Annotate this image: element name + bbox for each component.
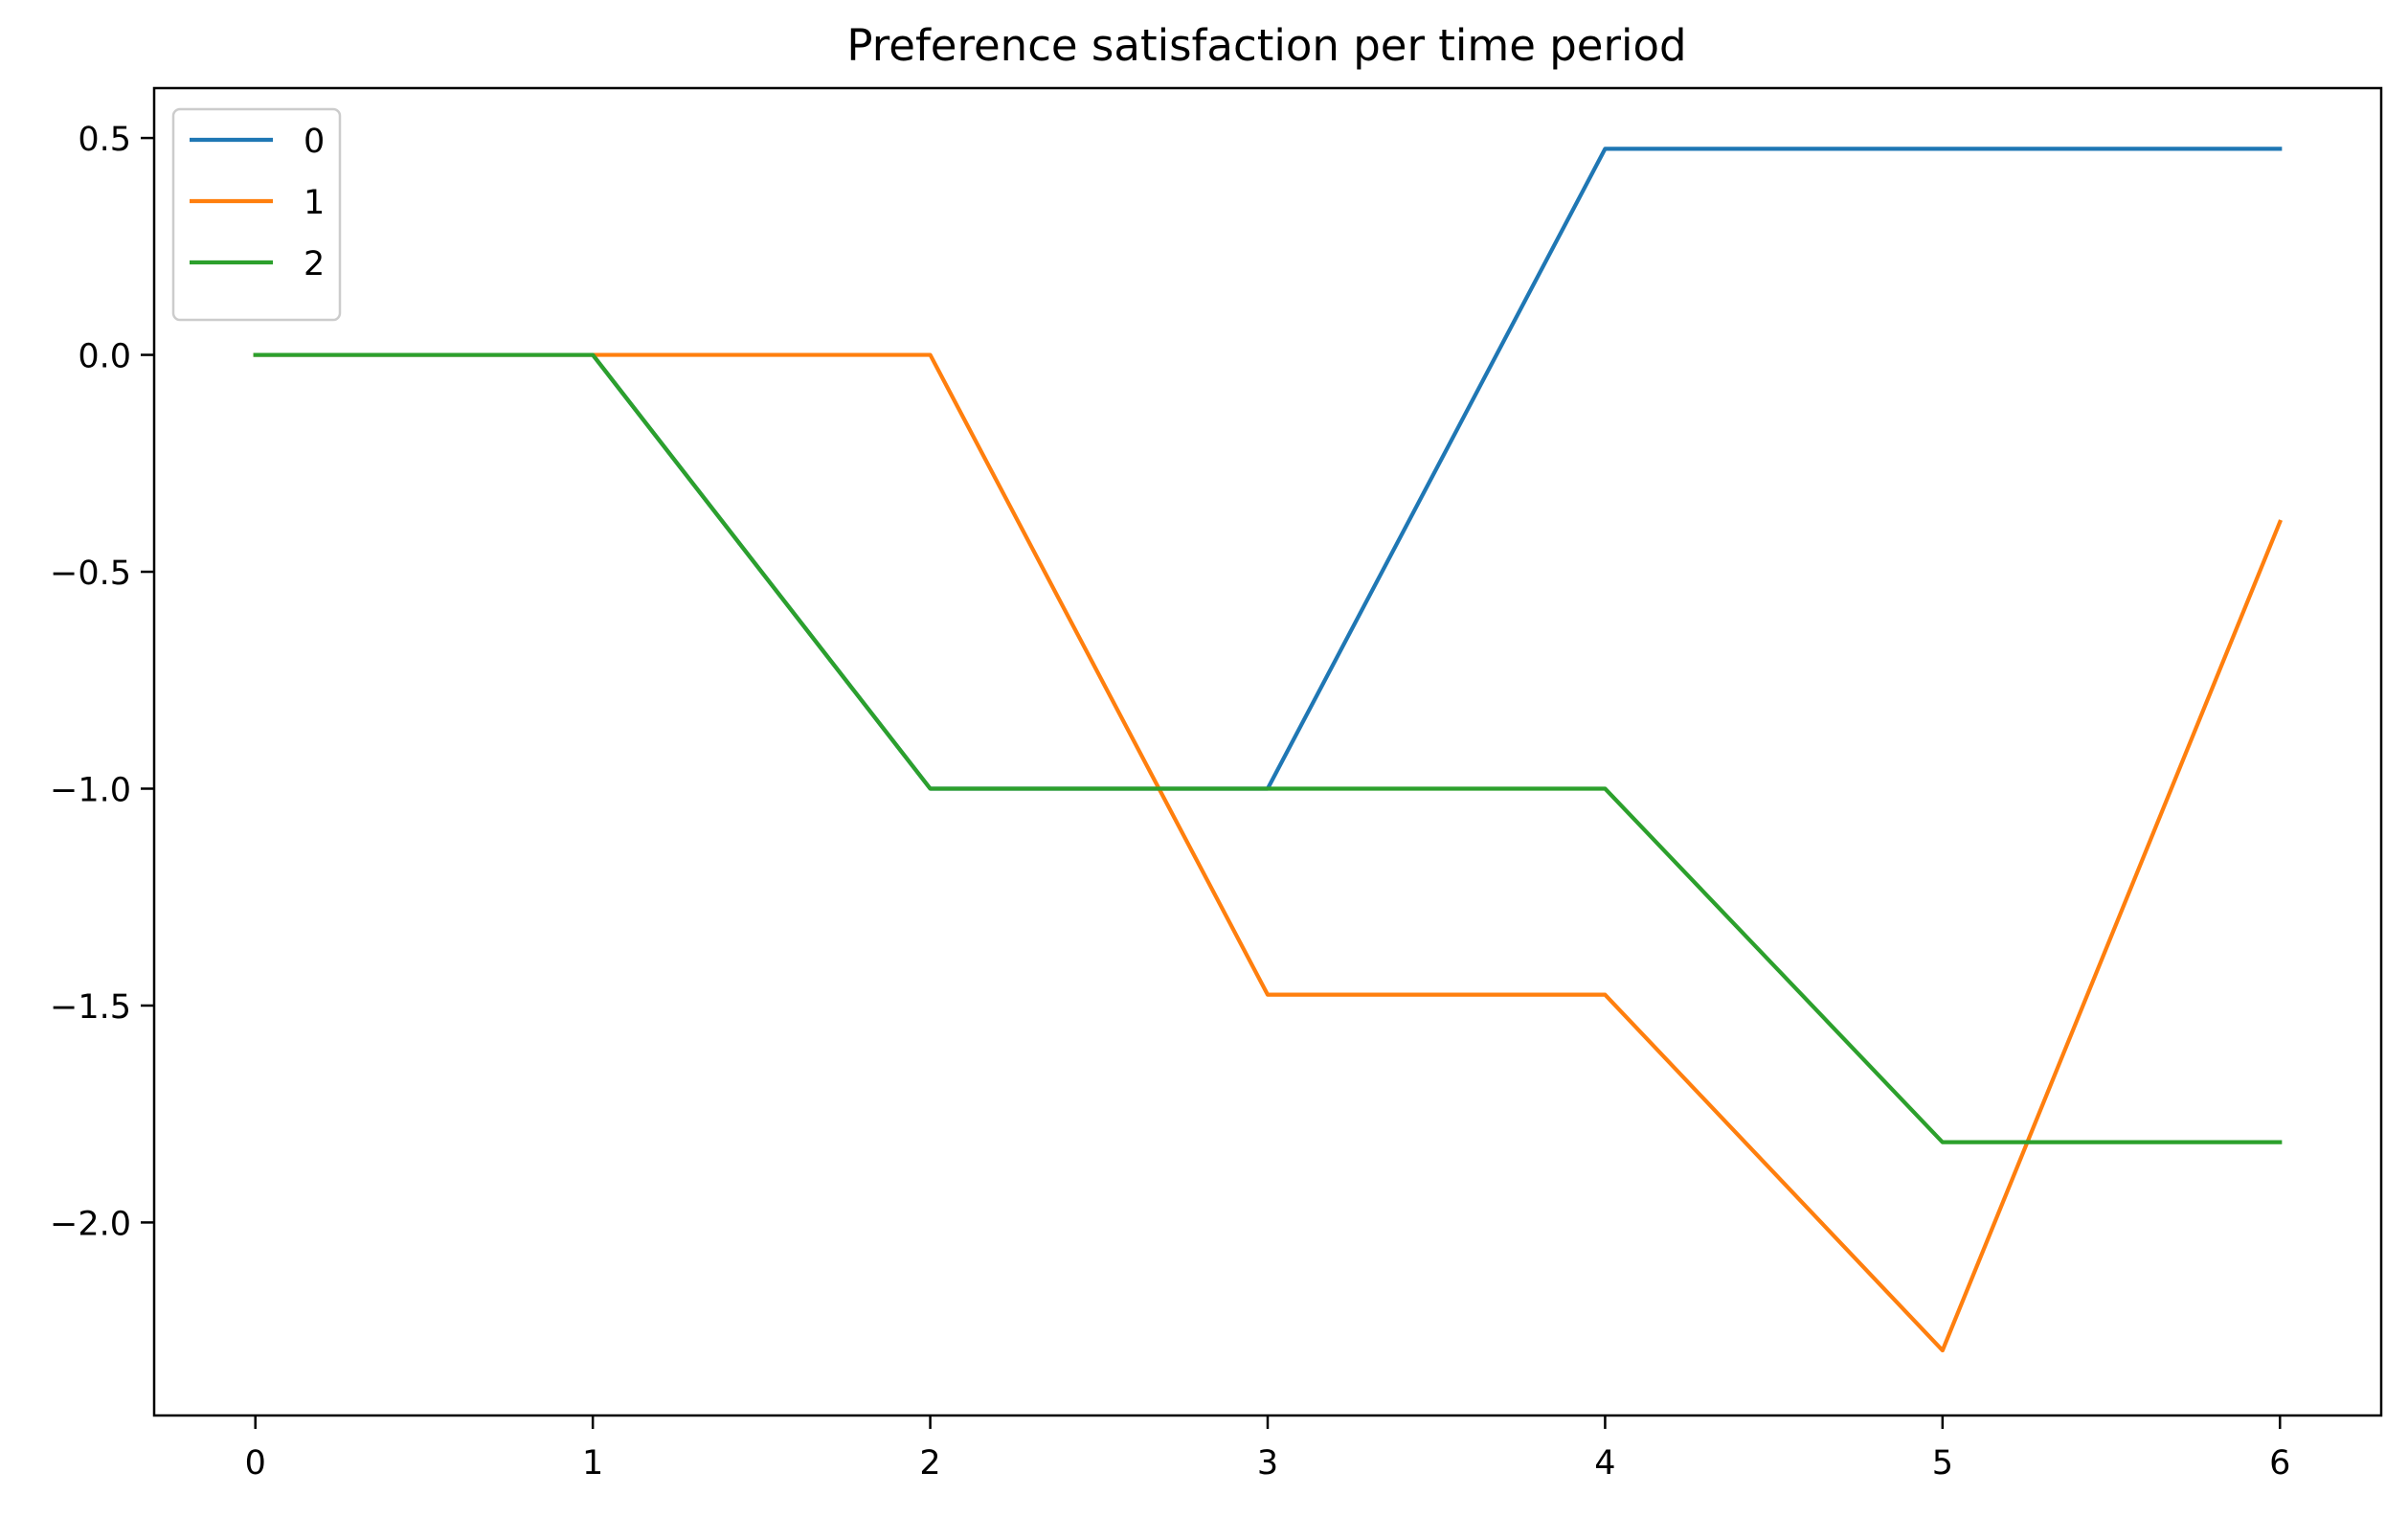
series-layer [253, 147, 2284, 1353]
y-tick-label: −2.0 [50, 1205, 131, 1243]
x-tick-label: 1 [582, 1444, 603, 1483]
y-tick-label: −1.5 [50, 988, 131, 1027]
y-tick-label: −1.0 [50, 772, 131, 810]
legend-box [171, 107, 342, 322]
y-tick-label: 0.5 [78, 121, 131, 159]
x-tick-label: 4 [1594, 1444, 1615, 1483]
y-tick-label: 0.0 [78, 338, 131, 376]
legend-label: 0 [304, 123, 325, 161]
axes-layer: 0 1 2 3 4 5 6 0.5 0.0 −0.5 −1.0 −1.5 −2.0 [50, 86, 2383, 1483]
legend-label: 2 [304, 245, 325, 283]
series-line-2 [253, 352, 2283, 1144]
x-tick-label: 2 [919, 1444, 940, 1483]
x-tick-label: 3 [1257, 1444, 1278, 1483]
legend-label: 1 [304, 184, 325, 222]
x-tick-label: 0 [245, 1444, 266, 1483]
x-tick-label: 6 [2269, 1444, 2290, 1483]
y-tick-label: −0.5 [50, 555, 131, 593]
chart-title: Preference satisfaction per time period [846, 20, 1686, 71]
x-tick-label: 5 [1932, 1444, 1953, 1483]
legend: 0 1 2 [171, 107, 342, 322]
